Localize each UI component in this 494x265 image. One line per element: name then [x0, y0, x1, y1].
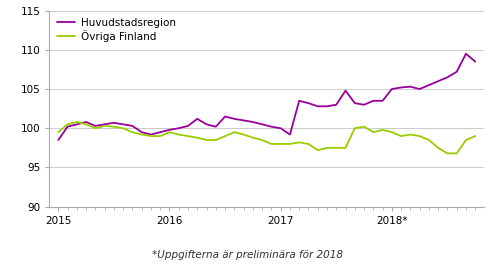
Övriga Finland — [194, 136, 200, 139]
Huvudstadsregion — [204, 123, 209, 126]
Övriga Finland — [185, 135, 191, 138]
Huvudstadsregion — [398, 86, 404, 89]
Övriga Finland — [92, 127, 98, 130]
Huvudstadsregion — [111, 121, 117, 124]
Övriga Finland — [55, 131, 61, 134]
Huvudstadsregion — [278, 127, 284, 130]
Line: Huvudstadsregion: Huvudstadsregion — [58, 54, 475, 140]
Line: Övriga Finland: Övriga Finland — [58, 122, 475, 153]
Huvudstadsregion — [342, 89, 348, 92]
Huvudstadsregion — [426, 83, 432, 87]
Huvudstadsregion — [148, 133, 154, 136]
Huvudstadsregion — [445, 76, 451, 79]
Övriga Finland — [83, 123, 89, 126]
Huvudstadsregion — [139, 131, 145, 134]
Huvudstadsregion — [361, 103, 367, 106]
Övriga Finland — [111, 125, 117, 128]
Huvudstadsregion — [408, 85, 413, 88]
Övriga Finland — [287, 142, 293, 145]
Huvudstadsregion — [241, 119, 247, 122]
Huvudstadsregion — [92, 124, 98, 127]
Huvudstadsregion — [176, 127, 182, 130]
Huvudstadsregion — [379, 99, 385, 102]
Övriga Finland — [379, 128, 385, 131]
Övriga Finland — [324, 146, 330, 149]
Övriga Finland — [120, 127, 126, 130]
Övriga Finland — [222, 135, 228, 138]
Övriga Finland — [315, 149, 321, 152]
Huvudstadsregion — [463, 52, 469, 55]
Huvudstadsregion — [222, 115, 228, 118]
Huvudstadsregion — [74, 123, 80, 126]
Övriga Finland — [102, 124, 108, 127]
Huvudstadsregion — [333, 103, 339, 106]
Huvudstadsregion — [250, 120, 256, 123]
Huvudstadsregion — [268, 125, 274, 128]
Övriga Finland — [463, 138, 469, 142]
Övriga Finland — [398, 135, 404, 138]
Övriga Finland — [74, 120, 80, 123]
Övriga Finland — [268, 142, 274, 145]
Övriga Finland — [148, 135, 154, 138]
Huvudstadsregion — [231, 117, 237, 120]
Övriga Finland — [231, 131, 237, 134]
Legend: Huvudstadsregion, Övriga Finland: Huvudstadsregion, Övriga Finland — [55, 16, 178, 44]
Huvudstadsregion — [55, 138, 61, 142]
Huvudstadsregion — [472, 60, 478, 63]
Huvudstadsregion — [296, 99, 302, 102]
Övriga Finland — [213, 138, 219, 142]
Övriga Finland — [342, 146, 348, 149]
Övriga Finland — [166, 131, 172, 134]
Huvudstadsregion — [352, 101, 358, 105]
Övriga Finland — [250, 136, 256, 139]
Huvudstadsregion — [453, 70, 459, 73]
Huvudstadsregion — [185, 124, 191, 127]
Övriga Finland — [157, 135, 163, 138]
Huvudstadsregion — [65, 125, 71, 128]
Övriga Finland — [278, 142, 284, 145]
Övriga Finland — [370, 131, 376, 134]
Övriga Finland — [453, 152, 459, 155]
Övriga Finland — [408, 133, 413, 136]
Huvudstadsregion — [315, 105, 321, 108]
Huvudstadsregion — [416, 87, 422, 91]
Övriga Finland — [472, 135, 478, 138]
Huvudstadsregion — [102, 123, 108, 126]
Övriga Finland — [241, 133, 247, 136]
Övriga Finland — [65, 123, 71, 126]
Övriga Finland — [259, 138, 265, 142]
Övriga Finland — [361, 125, 367, 128]
Huvudstadsregion — [287, 133, 293, 136]
Övriga Finland — [296, 141, 302, 144]
Huvudstadsregion — [370, 99, 376, 102]
Huvudstadsregion — [435, 80, 441, 83]
Text: *Uppgifterna är preliminära för 2018: *Uppgifterna är preliminära för 2018 — [152, 250, 342, 260]
Övriga Finland — [352, 127, 358, 130]
Övriga Finland — [305, 142, 311, 145]
Övriga Finland — [204, 138, 209, 142]
Huvudstadsregion — [194, 117, 200, 120]
Huvudstadsregion — [213, 125, 219, 128]
Huvudstadsregion — [120, 123, 126, 126]
Övriga Finland — [426, 138, 432, 142]
Huvudstadsregion — [305, 101, 311, 105]
Övriga Finland — [389, 131, 395, 134]
Övriga Finland — [333, 146, 339, 149]
Övriga Finland — [435, 146, 441, 149]
Övriga Finland — [416, 135, 422, 138]
Huvudstadsregion — [157, 131, 163, 134]
Övriga Finland — [445, 152, 451, 155]
Övriga Finland — [129, 131, 135, 134]
Huvudstadsregion — [129, 124, 135, 127]
Huvudstadsregion — [389, 87, 395, 91]
Övriga Finland — [176, 133, 182, 136]
Övriga Finland — [139, 133, 145, 136]
Huvudstadsregion — [259, 123, 265, 126]
Huvudstadsregion — [324, 105, 330, 108]
Huvudstadsregion — [83, 120, 89, 123]
Huvudstadsregion — [166, 128, 172, 131]
